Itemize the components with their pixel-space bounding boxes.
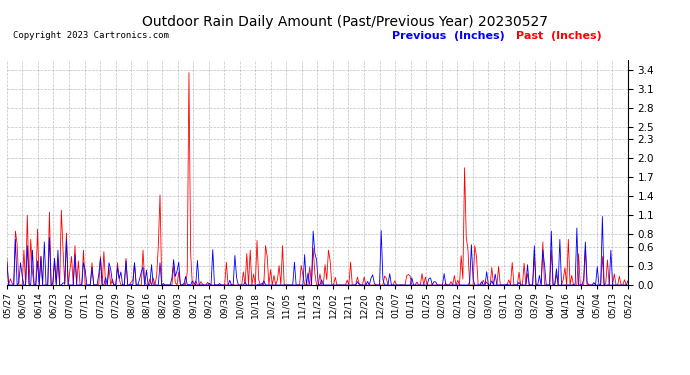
Text: Outdoor Rain Daily Amount (Past/Previous Year) 20230527: Outdoor Rain Daily Amount (Past/Previous… <box>142 15 548 29</box>
Text: Past  (Inches): Past (Inches) <box>516 31 602 41</box>
Text: Previous  (Inches): Previous (Inches) <box>392 31 504 41</box>
Text: Copyright 2023 Cartronics.com: Copyright 2023 Cartronics.com <box>13 31 169 40</box>
